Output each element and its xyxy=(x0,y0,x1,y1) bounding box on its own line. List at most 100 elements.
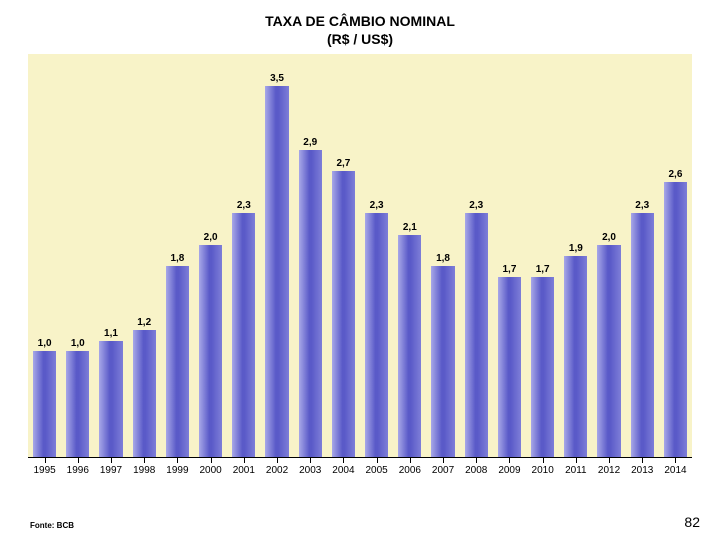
bar-value-label: 1,1 xyxy=(104,328,118,339)
x-tick: 2001 xyxy=(227,460,260,484)
bar-value-label: 1,7 xyxy=(502,264,516,275)
x-tick: 2000 xyxy=(194,460,227,484)
bar xyxy=(299,150,322,458)
bar xyxy=(398,235,421,458)
x-tick-label: 2008 xyxy=(465,465,487,476)
bar-slot: 1,7 xyxy=(526,54,559,457)
x-tick-label: 2003 xyxy=(299,465,321,476)
x-tick: 1996 xyxy=(61,460,94,484)
chart-title-line2: (R$ / US$) xyxy=(20,30,700,48)
bar-value-label: 2,3 xyxy=(635,200,649,211)
x-tick-label: 2009 xyxy=(498,465,520,476)
bar-value-label: 2,1 xyxy=(403,222,417,233)
x-axis: 1995 1996 1997 1998 1999 2000 2001 2002 2003 2004… xyxy=(28,460,692,484)
bar xyxy=(431,266,454,457)
x-tick: 1999 xyxy=(161,460,194,484)
plot-area: 1,0 1,0 1,1 1,2 1,8 2,0 2,3 3,5 2,9 2,7 2,3 2,1 1,8 2… xyxy=(28,54,692,458)
bar-slot: 2,0 xyxy=(194,54,227,457)
bar-slot: 3,5 xyxy=(260,54,293,457)
x-tick: 2014 xyxy=(659,460,692,484)
bar xyxy=(465,213,488,457)
x-tick: 2013 xyxy=(626,460,659,484)
bar xyxy=(631,213,654,457)
bar-value-label: 2,0 xyxy=(204,232,218,243)
bar xyxy=(664,182,687,458)
x-tick-label: 1995 xyxy=(33,465,55,476)
bar xyxy=(564,256,587,458)
footer: Fonte: BCB 82 xyxy=(30,514,700,530)
x-tick-label: 1999 xyxy=(166,465,188,476)
bar-value-label: 1,2 xyxy=(137,317,151,328)
x-tick-label: 2005 xyxy=(366,465,388,476)
bar xyxy=(99,341,122,458)
bar-slot: 2,3 xyxy=(460,54,493,457)
page: TAXA DE CÂMBIO NOMINAL (R$ / US$) 1,01,0… xyxy=(0,0,720,540)
x-tick: 1995 xyxy=(28,460,61,484)
x-tick-label: 2007 xyxy=(432,465,454,476)
x-tick-label: 2013 xyxy=(631,465,653,476)
x-tick-label: 2001 xyxy=(233,465,255,476)
bar xyxy=(365,213,388,457)
bar-value-label: 1,8 xyxy=(436,253,450,264)
x-tick-label: 2012 xyxy=(598,465,620,476)
x-tick: 2011 xyxy=(559,460,592,484)
bar-value-label: 2,3 xyxy=(237,200,251,211)
bar-value-label: 2,6 xyxy=(669,169,683,180)
bar-slot: 2,9 xyxy=(294,54,327,457)
chart-title-block: TAXA DE CÂMBIO NOMINAL (R$ / US$) xyxy=(20,12,700,48)
bar-slot: 2,6 xyxy=(659,54,692,457)
bar-value-label: 2,3 xyxy=(469,200,483,211)
bar xyxy=(232,213,255,457)
x-tick-label: 1998 xyxy=(133,465,155,476)
x-tick: 2002 xyxy=(260,460,293,484)
bar xyxy=(33,351,56,457)
bar xyxy=(166,266,189,457)
bar-value-label: 1,7 xyxy=(536,264,550,275)
x-tick-label: 2014 xyxy=(664,465,686,476)
x-tick: 2008 xyxy=(460,460,493,484)
bar-value-label: 1,0 xyxy=(38,338,52,349)
x-tick-label: 2002 xyxy=(266,465,288,476)
bar xyxy=(597,245,620,457)
x-tick-label: 1997 xyxy=(100,465,122,476)
bar-slot: 2,1 xyxy=(393,54,426,457)
chart-container: 1,0 1,0 1,1 1,2 1,8 2,0 2,3 3,5 2,9 2,7 2,3 2,1 1,8 2… xyxy=(20,54,700,484)
bar-slot: 2,7 xyxy=(327,54,360,457)
bar xyxy=(531,277,554,457)
bar-value-label: 2,9 xyxy=(303,137,317,148)
bar xyxy=(199,245,222,457)
bar xyxy=(133,330,156,457)
bar-slot: 1,2 xyxy=(128,54,161,457)
x-tick-label: 2006 xyxy=(399,465,421,476)
bar xyxy=(66,351,89,457)
x-tick: 2006 xyxy=(393,460,426,484)
x-tick-label: 2011 xyxy=(565,465,587,476)
x-tick-label: 2004 xyxy=(332,465,354,476)
bars-group: 1,0 1,0 1,1 1,2 1,8 2,0 2,3 3,5 2,9 2,7 2,3 2,1 1,8 2… xyxy=(28,54,692,457)
bar-slot: 1,0 xyxy=(61,54,94,457)
bar-slot: 1,8 xyxy=(161,54,194,457)
bar-value-label: 1,9 xyxy=(569,243,583,254)
x-tick: 2007 xyxy=(426,460,459,484)
bar-value-label: 1,8 xyxy=(170,253,184,264)
bar-slot: 1,0 xyxy=(28,54,61,457)
x-tick: 2003 xyxy=(294,460,327,484)
bar-slot: 1,1 xyxy=(94,54,127,457)
page-number: 82 xyxy=(684,514,700,530)
bar-slot: 1,7 xyxy=(493,54,526,457)
bar-slot: 2,0 xyxy=(592,54,625,457)
x-tick: 2004 xyxy=(327,460,360,484)
bar-slot: 2,3 xyxy=(626,54,659,457)
bar-value-label: 1,0 xyxy=(71,338,85,349)
x-tick-label: 2000 xyxy=(199,465,221,476)
x-tick-label: 2010 xyxy=(532,465,554,476)
bar-value-label: 2,0 xyxy=(602,232,616,243)
bar xyxy=(265,86,288,457)
bar xyxy=(332,171,355,457)
bar-value-label: 2,7 xyxy=(336,158,350,169)
x-tick: 2005 xyxy=(360,460,393,484)
source-label: Fonte: BCB xyxy=(30,521,74,530)
x-tick: 1998 xyxy=(128,460,161,484)
x-tick: 1997 xyxy=(94,460,127,484)
bar-slot: 1,8 xyxy=(426,54,459,457)
